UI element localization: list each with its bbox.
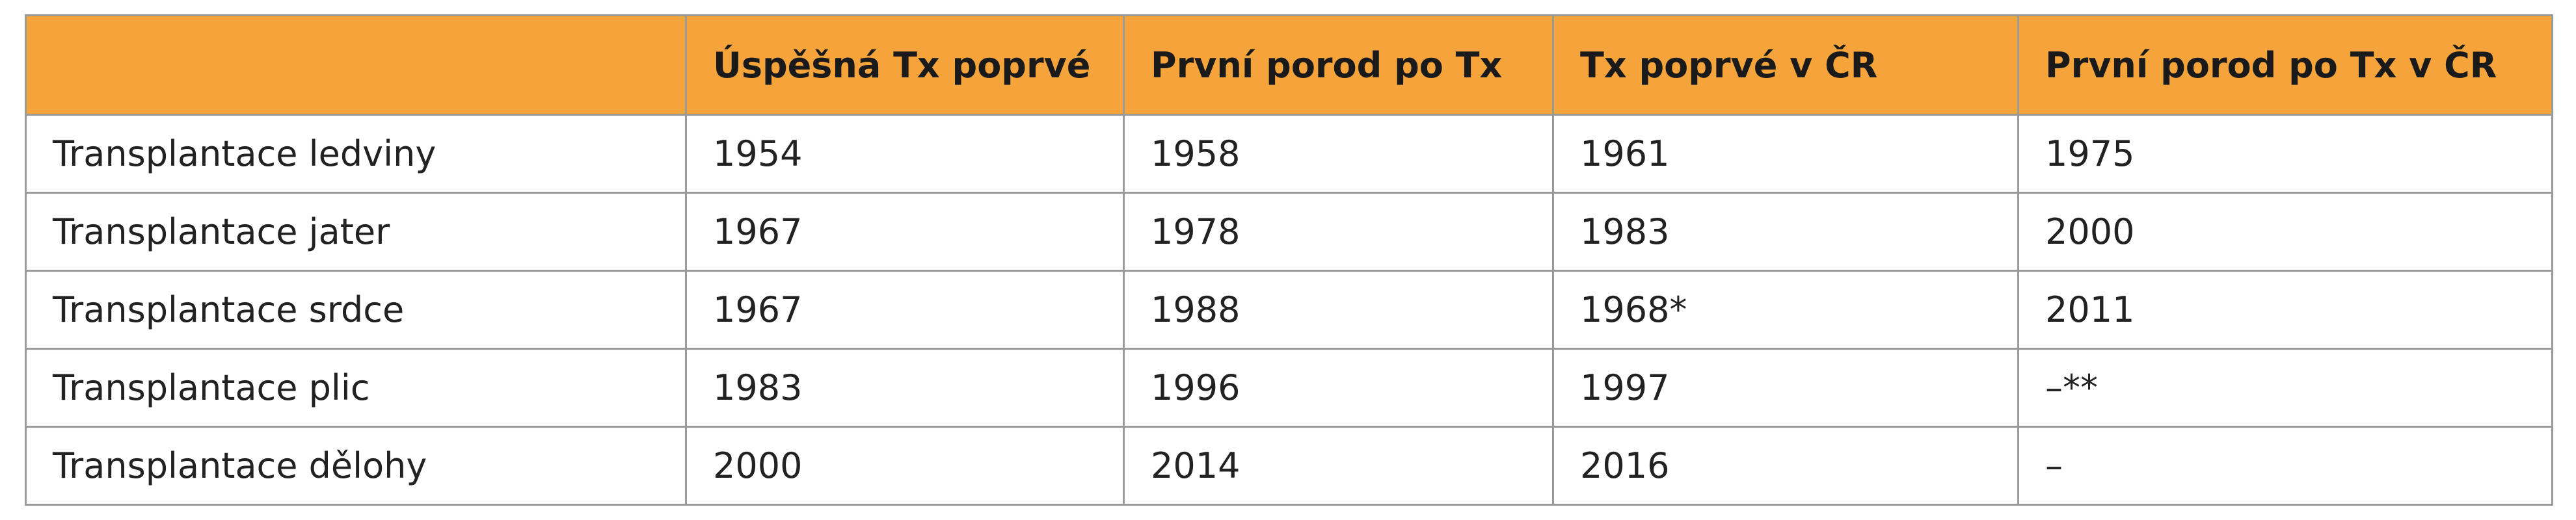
table-row: Transplantace dělohy 2000 2014 2016– [25,426,2553,506]
header-corner [25,14,687,116]
cell: –** [2017,348,2553,428]
cell: 1983 [1552,192,2019,272]
row-label: Transplantace jater [25,192,687,272]
cell: 1954 [685,114,1125,194]
cell: 1983 [685,348,1125,428]
header-cell: Tx poprvé v ČR [1552,14,2019,116]
cell: 1988 [1123,270,1554,350]
cell: 1967 [685,192,1125,272]
cell: – [2017,426,2553,506]
table-row: Transplantace plic 1983 1996 1997 –** [25,348,2553,428]
cell: 2000 [2017,192,2553,272]
row-label: Transplantace plic [25,348,687,428]
row-label: Transplantace srdce [25,270,687,350]
cell: 1978 [1123,192,1554,272]
cell: 1961 [1552,114,2019,194]
cell: 2016 [1552,426,2019,506]
cell: 1975 [2017,114,2553,194]
cell: 2014 [1123,426,1554,506]
table-row: Transplantace ledviny 1954 1958 1961 1975 [25,114,2553,194]
cell: 1968* [1552,270,2019,350]
cell: 1967 [685,270,1125,350]
table-container: Úspěšná Tx poprvé První porod po Tx Tx pop… [25,14,2553,506]
table-row: Transplantace jater 1967 1978 1983 2000 [25,192,2553,272]
cell: 1997 [1552,348,2019,428]
table-row: Transplantace srdce 1967 1988 1968* 2011 [25,270,2553,350]
cell: 2000 [685,426,1125,506]
cell: 1958 [1123,114,1554,194]
row-label: Transplantace dělohy [25,426,687,506]
header-cell: První porod po Tx v ČR [2017,14,2553,116]
cell: 2011 [2017,270,2553,350]
header-row: Úspěšná Tx poprvé První porod po Tx Tx pop… [25,14,2553,116]
cell: 1996 [1123,348,1554,428]
header-cell: První porod po Tx [1123,14,1554,116]
header-cell: Úspěšná Tx poprvé [685,14,1125,116]
table: Úspěšná Tx poprvé První porod po Tx Tx pop… [25,14,2553,506]
row-label: Transplantace ledviny [25,114,687,194]
